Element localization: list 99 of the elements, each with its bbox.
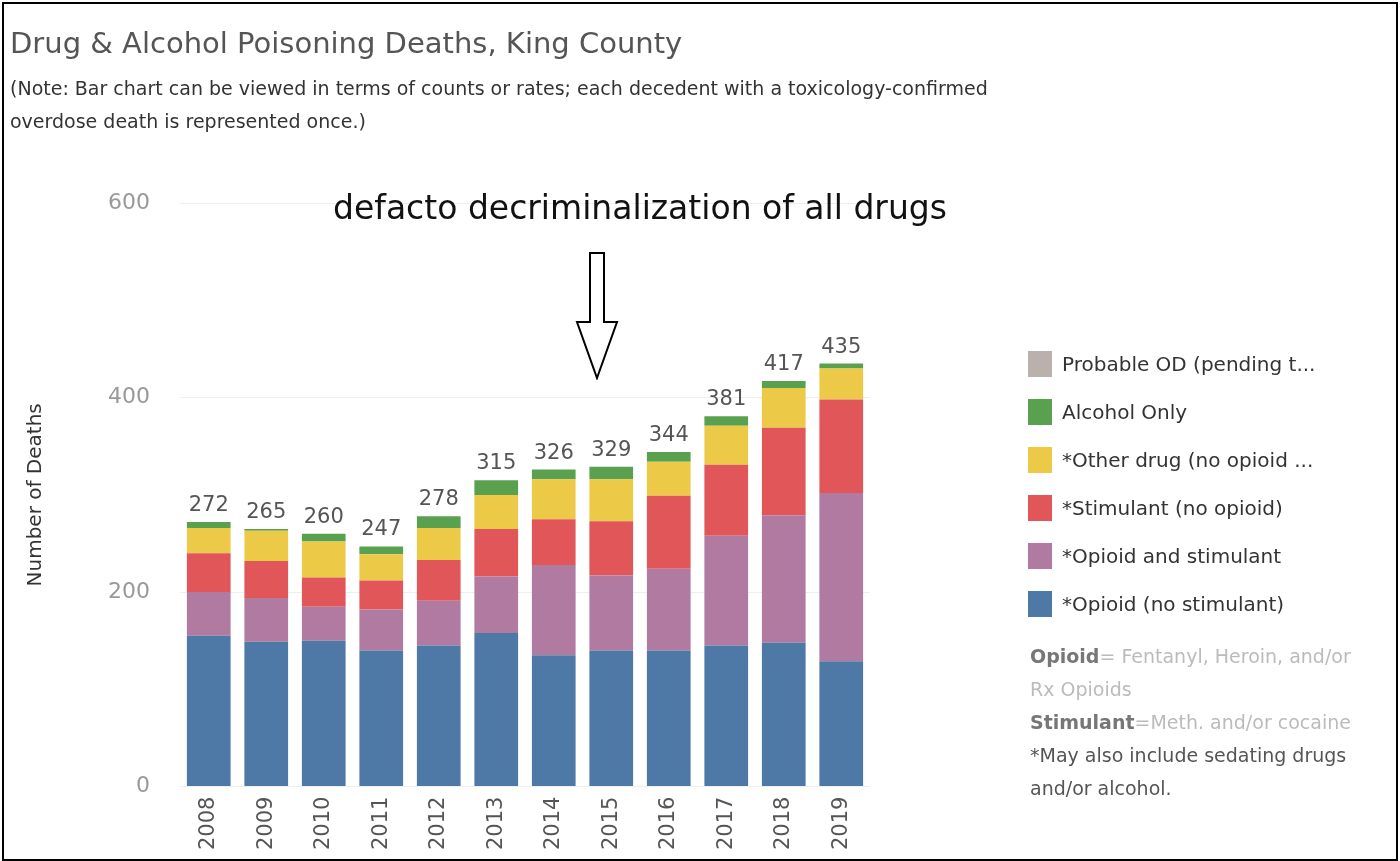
bar: [416, 560, 461, 601]
bar: [761, 642, 806, 787]
bar: [589, 521, 634, 576]
bar: [646, 461, 691, 496]
bar: [646, 495, 691, 569]
total-label: 260: [303, 503, 344, 528]
x-tick-label: 2009: [252, 796, 277, 851]
bar: [704, 535, 749, 646]
x-tick-label: 2012: [425, 796, 450, 851]
bar: [646, 452, 691, 462]
bar: [244, 641, 289, 787]
y-axis-title: Number of Deaths: [22, 403, 47, 587]
total-label: 381: [706, 386, 747, 411]
bar: [704, 425, 749, 465]
bar: [359, 609, 404, 651]
bar: [704, 416, 749, 426]
bar: [761, 381, 806, 388]
bar: [186, 527, 231, 554]
text: Stimulant=Meth. and/or cocaine: [1030, 710, 1352, 735]
annotation: defacto decriminalization of all drugs: [333, 188, 947, 227]
y-tick-label: 600: [107, 188, 150, 214]
x-tick-label: 2019: [827, 796, 852, 851]
bar: [531, 655, 576, 787]
x-tick-label: 2015: [597, 796, 622, 851]
bar: [301, 606, 346, 641]
bar: [359, 650, 404, 787]
bar: [589, 650, 634, 787]
x-tick-label: 2014: [540, 796, 565, 851]
total-label: 278: [418, 486, 459, 511]
bar: [761, 387, 806, 428]
bar: [474, 576, 519, 633]
bar: [244, 530, 289, 561]
bar: [819, 661, 864, 787]
bar: [416, 527, 461, 561]
total-label: 265: [246, 498, 287, 523]
total-label: 417: [763, 351, 804, 376]
bar: [589, 479, 634, 522]
bar: [531, 479, 576, 520]
legend-label: *Stimulant (no opioid): [1062, 496, 1283, 520]
bar: [474, 494, 519, 529]
y-tick-label: 400: [107, 383, 150, 409]
bar: [416, 645, 461, 787]
bar: [359, 546, 404, 555]
x-tick-label: 2013: [482, 796, 507, 851]
bar: [301, 640, 346, 787]
total-label: 344: [648, 422, 689, 447]
bar: [186, 635, 231, 787]
bar: [704, 464, 749, 536]
bar: [474, 632, 519, 787]
legend-label: *Other drug (no opioid ...: [1062, 448, 1314, 472]
bar: [416, 600, 461, 646]
legend-label: *Opioid and stimulant: [1062, 544, 1282, 568]
legend-label: *Opioid (no stimulant): [1062, 592, 1285, 616]
bar: [646, 568, 691, 651]
bar: [819, 368, 864, 400]
x-tick-label: 2011: [367, 796, 392, 851]
total-label: 329: [591, 436, 632, 461]
bar: [301, 533, 346, 542]
total-label: 315: [476, 450, 517, 475]
y-tick-label: 0: [135, 772, 150, 798]
text: Opioid= Fentanyl, Heroin, and/or Rx Opioids: [1030, 644, 1352, 702]
y-tick-label: 200: [107, 577, 150, 603]
total-label: 435: [821, 333, 862, 358]
bar: [359, 580, 404, 610]
bar: [186, 592, 231, 636]
bar: [531, 469, 576, 480]
x-tick-label: 2010: [310, 796, 335, 851]
text: *May also include sedating drugs and/or alcohol.: [1030, 743, 1348, 801]
x-tick-label: 2016: [655, 796, 680, 851]
bar: [761, 515, 806, 643]
legend-label: Alcohol Only: [1062, 400, 1188, 424]
chart-subtitle: (Note: Bar chart can be viewed in terms of counts or rates; each decedent with a toxicology-confirmed overdose death is represented once.): [10, 76, 989, 134]
x-tick-label: 2017: [712, 796, 737, 851]
bar: [359, 554, 404, 581]
bar: [416, 516, 461, 528]
bar: [646, 650, 691, 787]
bar: [531, 519, 576, 565]
bar: [301, 577, 346, 607]
legend-label: Probable OD (pending t...: [1062, 352, 1316, 376]
bar: [704, 645, 749, 787]
bar: [819, 492, 864, 662]
chart-title: Drug & Alcohol Poisoning Deaths, King County: [10, 26, 683, 60]
total-label: 247: [361, 516, 402, 541]
total-label: 326: [533, 439, 574, 464]
bar: [301, 541, 346, 578]
bar: [589, 575, 634, 651]
total-label: 272: [188, 492, 229, 517]
bar: [244, 560, 289, 598]
bar: [474, 528, 519, 577]
bar: [531, 564, 576, 656]
bar: [186, 522, 231, 528]
x-tick-label: 2018: [770, 796, 795, 851]
bar: [761, 427, 806, 516]
bar: [589, 466, 634, 480]
bar: [819, 399, 864, 493]
bar: [474, 480, 519, 495]
bar: [186, 553, 231, 593]
bar: [244, 597, 289, 642]
x-tick-label: 2008: [195, 796, 220, 851]
